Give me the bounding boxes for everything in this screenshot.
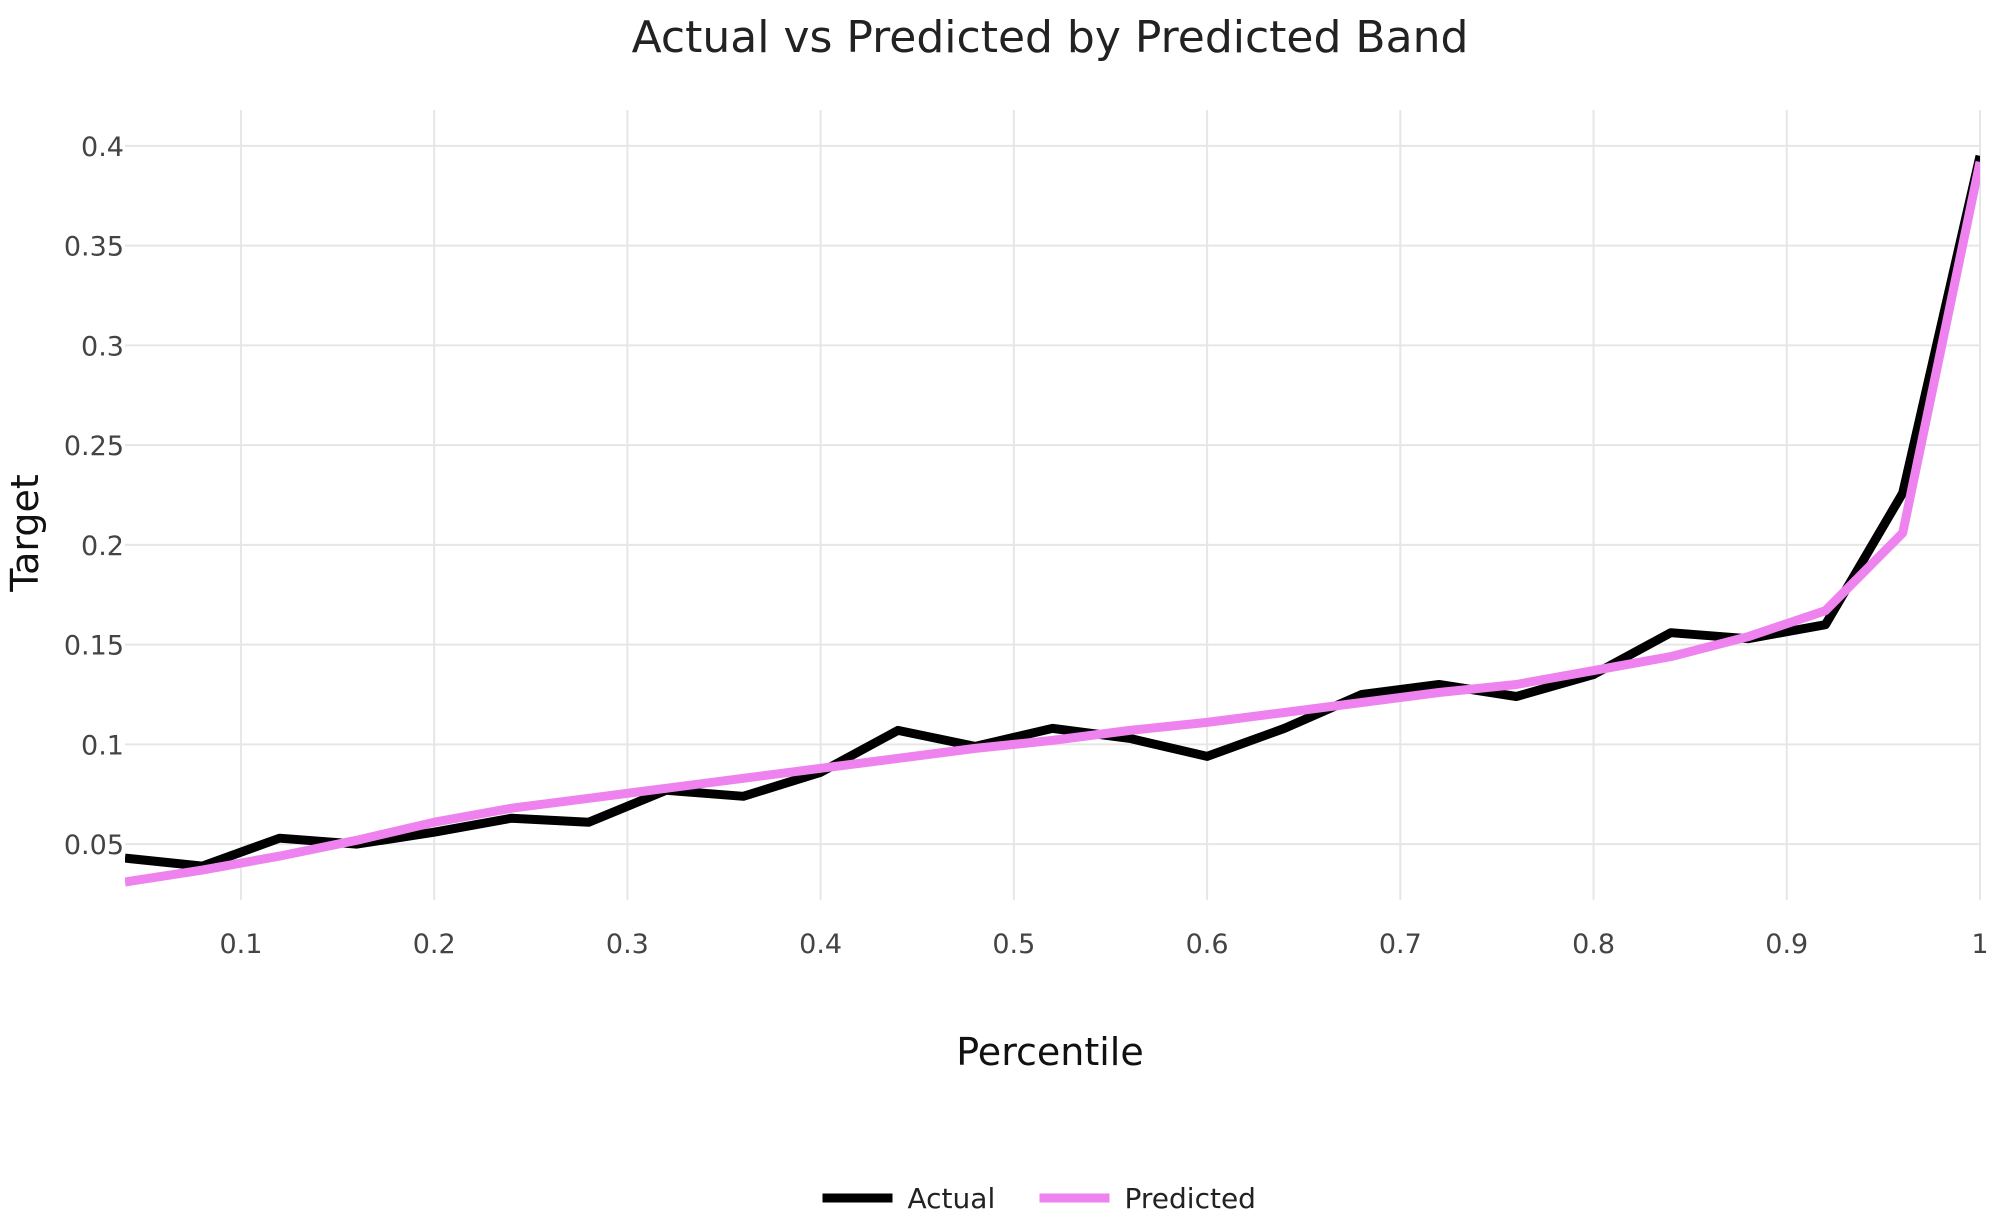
x-ticks: 0.1 0.2 0.3 0.4 0.5 0.6 0.7 0.8 0.9 1 xyxy=(219,929,1988,960)
y-tick-label: 0.2 xyxy=(81,531,124,562)
y-tick-label: 0.15 xyxy=(64,631,124,662)
chart-title: Actual vs Predicted by Predicted Band xyxy=(632,12,1469,63)
y-axis-title: Target xyxy=(3,474,47,593)
plot-area xyxy=(125,154,1980,887)
legend-item-actual[interactable]: Actual xyxy=(822,1182,996,1215)
y-tick-label: 0.3 xyxy=(81,331,124,362)
grid xyxy=(125,110,1981,900)
x-tick-label: 0.1 xyxy=(219,929,262,960)
series-line-actual xyxy=(125,154,1980,871)
legend[interactable]: Actual Predicted xyxy=(822,1182,1256,1215)
legend-item-predicted[interactable]: Predicted xyxy=(1039,1182,1256,1215)
x-tick-label: 0.8 xyxy=(1572,929,1615,960)
y-tick-label: 0.25 xyxy=(64,431,124,462)
x-tick-label: 0.3 xyxy=(606,929,649,960)
x-axis-title: Percentile xyxy=(956,1030,1143,1074)
x-tick-label: 0.5 xyxy=(992,929,1035,960)
series-line-predicted xyxy=(125,160,1980,887)
y-ticks: 0.05 0.1 0.15 0.2 0.25 0.3 0.35 0.4 xyxy=(64,132,124,861)
y-tick-label: 0.1 xyxy=(81,730,124,761)
x-tick-label: 0.9 xyxy=(1765,929,1808,960)
x-tick-label: 1 xyxy=(1971,929,1988,960)
y-tick-label: 0.05 xyxy=(64,830,124,861)
x-tick-label: 0.6 xyxy=(1186,929,1229,960)
legend-label: Predicted xyxy=(1125,1182,1256,1215)
y-tick-label: 0.4 xyxy=(81,132,124,163)
x-tick-label: 0.2 xyxy=(413,929,456,960)
legend-label: Actual xyxy=(908,1182,996,1215)
x-tick-label: 0.7 xyxy=(1379,929,1422,960)
x-tick-label: 0.4 xyxy=(799,929,842,960)
y-tick-label: 0.35 xyxy=(64,232,124,263)
